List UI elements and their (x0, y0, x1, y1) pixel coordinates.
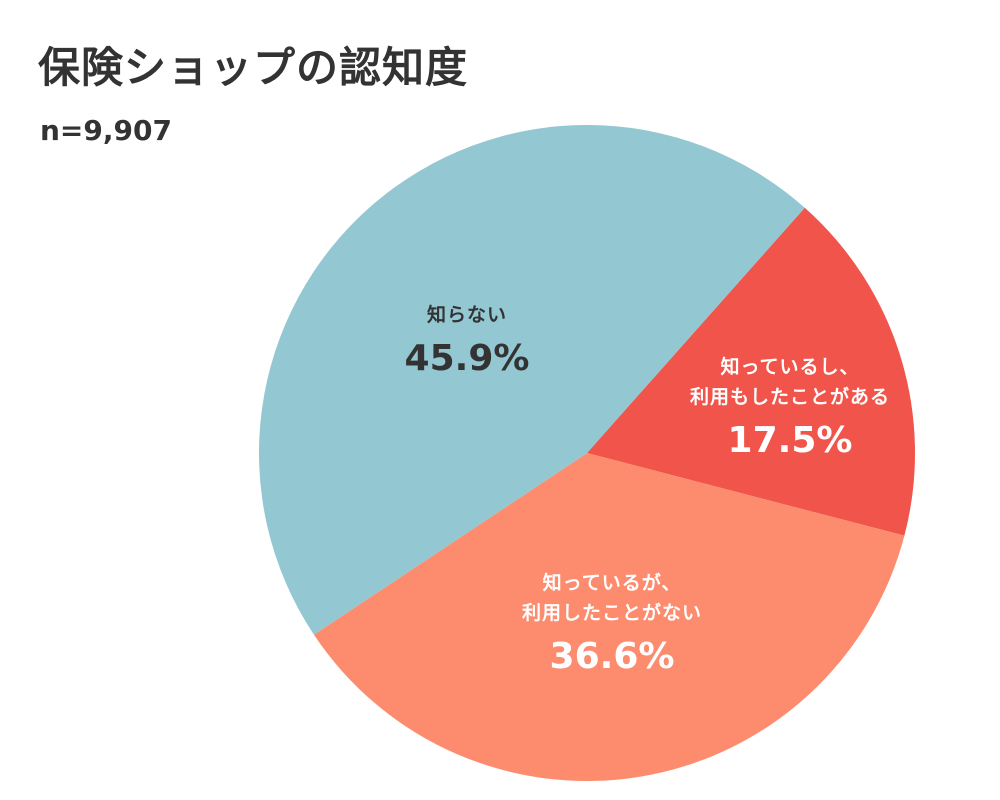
slice-label-used-line2: 利用もしたことがある (689, 386, 891, 408)
sample-size: n=9,907 (40, 114, 172, 147)
pie-slice-1 (313, 453, 905, 782)
slice-label-known-not-used: 知っているが、 利用したことがない 36.6% (522, 568, 702, 677)
slice-label-used-line1: 知っているし、 (720, 356, 860, 378)
slice-value-unknown: 45.9% (404, 338, 530, 379)
slice-label-unknown: 知らない 45.9% (405, 300, 530, 379)
slice-label-used: 知っているし、 利用もしたことがある 17.5% (690, 352, 890, 461)
slice-label-unknown-line1: 知らない (426, 304, 507, 326)
slice-label-known-line1: 知っているが、 (542, 572, 682, 594)
chart-title: 保険ショップの認知度 (38, 43, 469, 92)
pie-slice-2 (259, 125, 805, 635)
slice-label-known-line2: 利用したことがない (521, 602, 703, 624)
pie-slice-0 (587, 207, 916, 536)
slice-value-known: 36.6% (549, 636, 675, 677)
slice-value-used: 17.5% (727, 420, 853, 461)
